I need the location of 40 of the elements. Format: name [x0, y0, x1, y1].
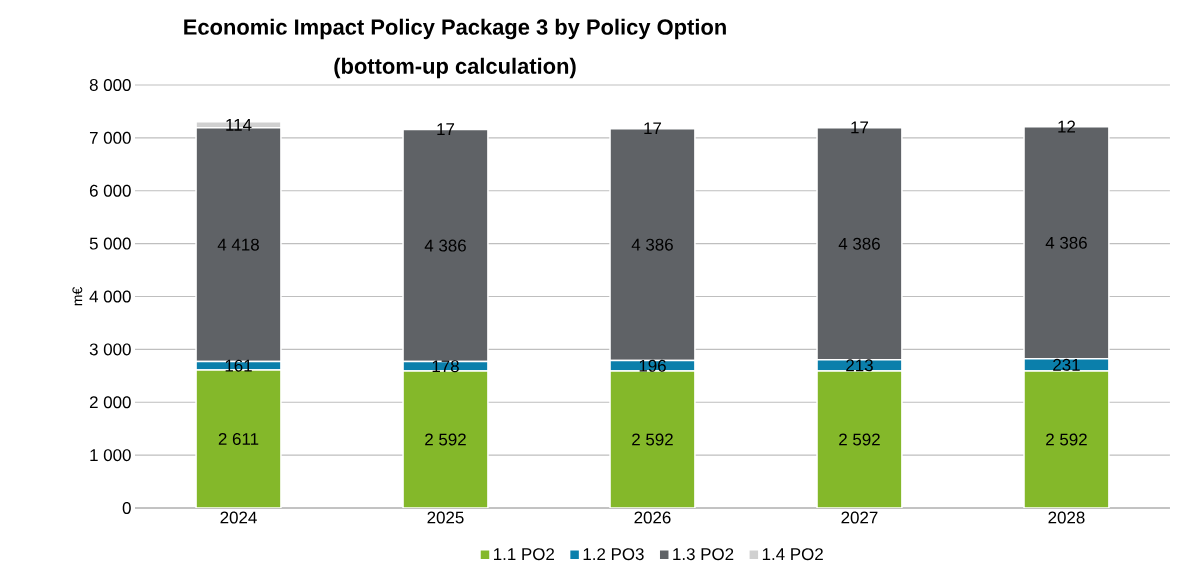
y-tick-label: 8 000	[89, 79, 131, 91]
data-label: 4 386	[838, 237, 880, 250]
y-tick-label: 3 000	[89, 343, 131, 356]
data-label: 161	[225, 359, 252, 372]
data-label: 2 592	[425, 433, 466, 446]
data-label: 196	[639, 359, 666, 372]
chart-subtitle: (bottom-up calculation)	[334, 57, 576, 79]
y-tick-label: 4 000	[89, 290, 131, 303]
bar	[1023, 370, 1110, 508]
legend-label: 1.1 PO2	[494, 548, 554, 561]
x-tick-label: 2025	[427, 511, 464, 524]
data-label: 231	[1053, 358, 1080, 371]
data-label: 2 592	[839, 433, 880, 446]
data-label: 4 418	[217, 238, 259, 251]
data-label: 2 592	[632, 433, 673, 446]
x-tick-label: 2026	[634, 511, 671, 524]
data-label: 2 592	[1046, 433, 1087, 446]
data-label: 4 386	[424, 239, 466, 252]
y-tick-label: 6 000	[89, 184, 131, 197]
y-tick-label: 2 000	[89, 396, 131, 409]
data-label: 178	[432, 360, 459, 373]
data-label: 4 386	[631, 238, 673, 251]
bar	[816, 370, 903, 508]
x-tick-label: 2028	[1048, 511, 1085, 524]
x-tick-label: 2027	[841, 511, 878, 524]
legend-label: 1.2 PO3	[583, 548, 644, 561]
legend-label: 1.3 PO2	[673, 548, 734, 561]
y-axis-title: m€	[72, 287, 83, 306]
legend-label: 1.4 PO2	[762, 548, 823, 561]
y-tick-label: 7 000	[89, 131, 131, 144]
data-label: 213	[846, 359, 873, 372]
y-tick-label: 0	[122, 502, 131, 514]
chart-title: Economic Impact Policy Package 3 by Policy Option	[184, 18, 726, 40]
data-label: 2 611	[218, 432, 259, 445]
data-label: 4 386	[1045, 236, 1087, 249]
y-tick-label: 1 000	[90, 449, 131, 462]
data-label: 114	[226, 118, 252, 131]
y-tick-label: 5 000	[89, 237, 131, 250]
bar	[609, 370, 696, 508]
x-tick-label: 2024	[220, 511, 257, 524]
